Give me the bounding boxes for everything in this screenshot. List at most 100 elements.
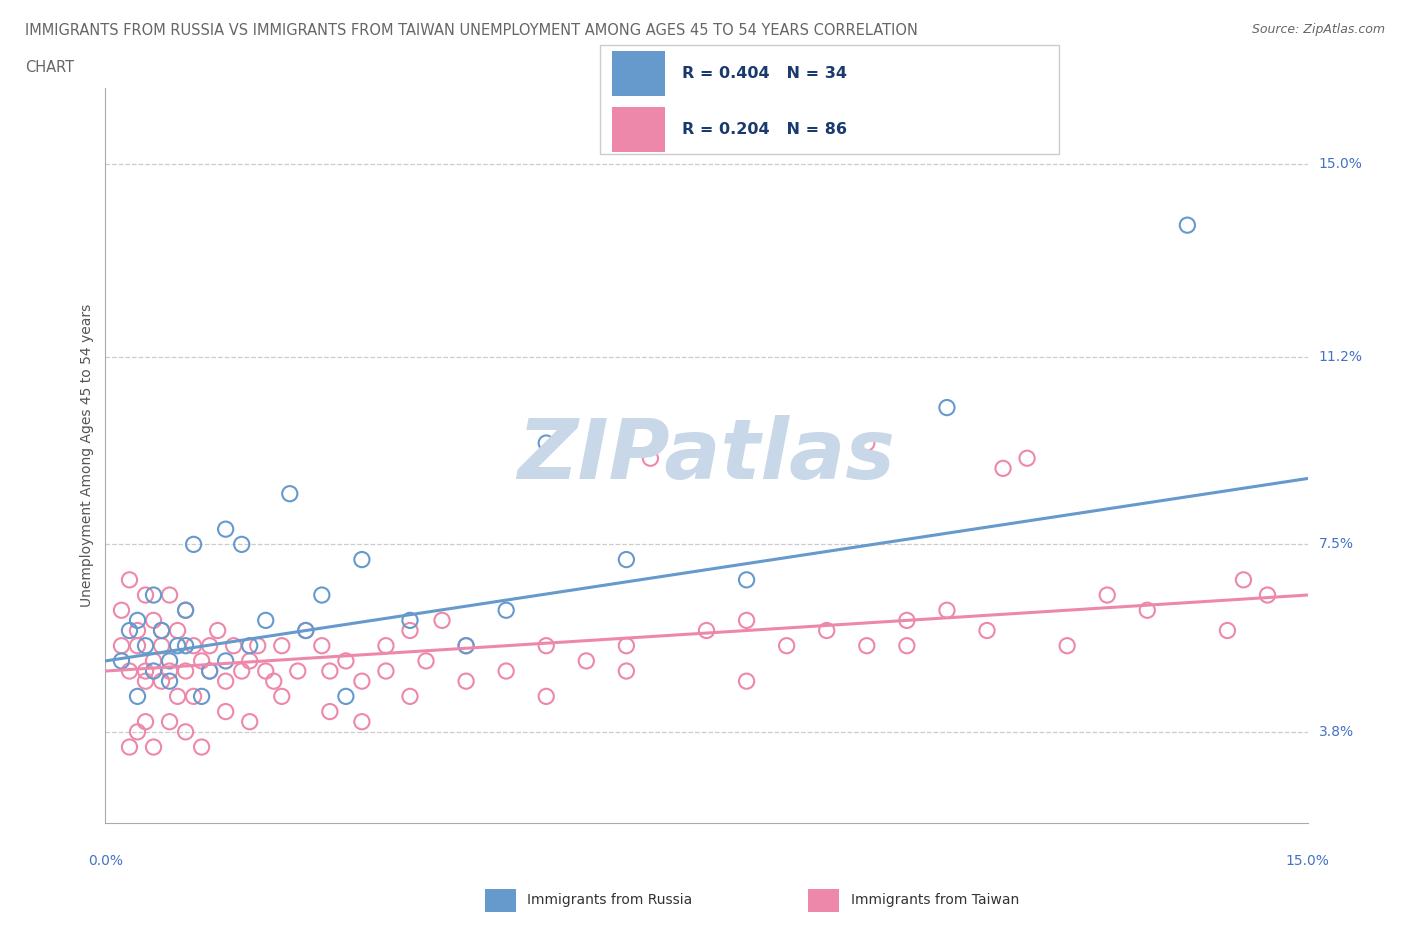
Point [1216, 623, 1239, 638]
Point [214, 522, 236, 537]
Point [159, 714, 181, 729]
Point [735, 572, 758, 587]
Text: 11.2%: 11.2% [1319, 350, 1362, 364]
Point [350, 673, 373, 688]
Point [495, 603, 517, 618]
Point [222, 638, 245, 653]
Point [127, 613, 149, 628]
Point [127, 689, 149, 704]
Point [295, 623, 318, 638]
Point [319, 664, 342, 679]
Point [815, 623, 838, 638]
Y-axis label: Unemployment Among Ages 45 to 54 years: Unemployment Among Ages 45 to 54 years [80, 304, 94, 607]
Point [166, 689, 188, 704]
Point [118, 739, 141, 754]
Point [311, 588, 333, 603]
Point [150, 623, 173, 638]
Point [415, 654, 437, 669]
Text: 15.0%: 15.0% [1319, 157, 1362, 171]
Point [534, 638, 557, 653]
Point [430, 613, 453, 628]
Point [456, 673, 478, 688]
Point [150, 623, 173, 638]
Point [335, 689, 357, 704]
Point [239, 714, 262, 729]
Point [534, 435, 557, 450]
Point [118, 572, 141, 587]
Point [150, 638, 173, 653]
Point [135, 714, 157, 729]
Text: Immigrants from Taiwan: Immigrants from Taiwan [851, 893, 1019, 908]
Point [214, 704, 236, 719]
Point [335, 654, 357, 669]
Point [190, 739, 212, 754]
Point [896, 638, 918, 653]
Point [231, 537, 253, 551]
Point [399, 613, 422, 628]
Point [696, 623, 718, 638]
Point [127, 724, 149, 739]
Point [1257, 588, 1279, 603]
Point [270, 689, 292, 704]
Point [350, 714, 373, 729]
Point [135, 673, 157, 688]
Point [142, 613, 165, 628]
Point [735, 613, 758, 628]
Point [142, 588, 165, 603]
Point [270, 638, 292, 653]
Point [991, 461, 1014, 476]
Point [110, 654, 132, 669]
Point [1175, 218, 1198, 232]
Point [198, 638, 221, 653]
Text: CHART: CHART [25, 60, 75, 75]
Text: 15.0%: 15.0% [1285, 854, 1330, 868]
Point [142, 664, 165, 679]
Point [311, 638, 333, 653]
Point [166, 623, 188, 638]
Point [183, 689, 205, 704]
Point [159, 654, 181, 669]
Point [150, 673, 173, 688]
Point [135, 638, 157, 653]
Point [174, 664, 197, 679]
Point [198, 664, 221, 679]
Point [776, 638, 799, 653]
Point [263, 673, 285, 688]
Point [183, 537, 205, 551]
Text: IMMIGRANTS FROM RUSSIA VS IMMIGRANTS FROM TAIWAN UNEMPLOYMENT AMONG AGES 45 TO 5: IMMIGRANTS FROM RUSSIA VS IMMIGRANTS FRO… [25, 23, 918, 38]
Point [295, 623, 318, 638]
Point [174, 603, 197, 618]
Point [142, 739, 165, 754]
Point [350, 552, 373, 567]
Point [399, 689, 422, 704]
Point [254, 613, 277, 628]
Point [278, 486, 301, 501]
Point [456, 638, 478, 653]
Point [239, 654, 262, 669]
Point [1015, 451, 1038, 466]
Point [118, 664, 141, 679]
Text: 0.0%: 0.0% [89, 854, 122, 868]
Point [936, 603, 959, 618]
Point [534, 689, 557, 704]
Text: 7.5%: 7.5% [1319, 538, 1354, 551]
Point [183, 638, 205, 653]
Point [896, 613, 918, 628]
Text: R = 0.204   N = 86: R = 0.204 N = 86 [682, 122, 846, 137]
Point [174, 603, 197, 618]
Point [735, 673, 758, 688]
Point [127, 623, 149, 638]
Text: 3.8%: 3.8% [1319, 724, 1354, 738]
Point [456, 638, 478, 653]
Point [159, 588, 181, 603]
Point [110, 603, 132, 618]
Point [207, 623, 229, 638]
Point [198, 664, 221, 679]
Point [214, 673, 236, 688]
Point [374, 638, 396, 653]
Point [135, 588, 157, 603]
Point [231, 664, 253, 679]
Point [640, 451, 662, 466]
Point [575, 654, 598, 669]
Point [127, 638, 149, 653]
